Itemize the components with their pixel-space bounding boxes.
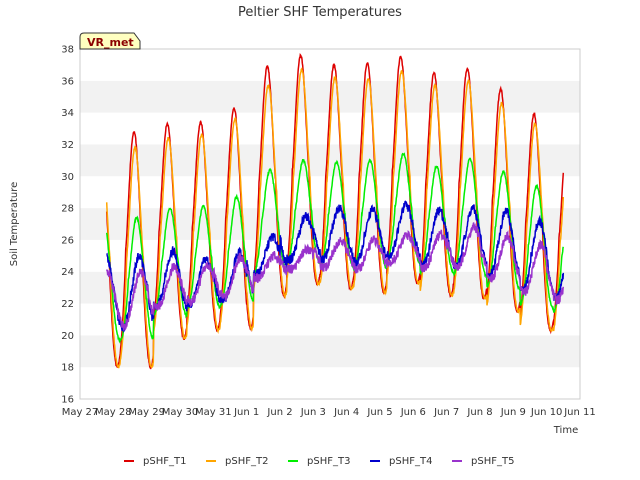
grid-band xyxy=(80,367,580,399)
legend-label: pSHF_T3 xyxy=(307,456,350,467)
y-tick-label: 36 xyxy=(61,76,74,87)
grid-band xyxy=(80,303,580,336)
legend-label: pSHF_T2 xyxy=(225,456,268,467)
legend-label: pSHF_T5 xyxy=(471,456,514,467)
y-axis-ticks: 16 18 20 22 24 26 28 30 32 34 36 38 xyxy=(61,45,74,406)
x-tick-label: Jun 3 xyxy=(300,407,326,418)
vr-met-badge: VR_met xyxy=(79,32,141,50)
y-tick-label: 38 xyxy=(61,45,74,56)
x-tick-label: Jun 11 xyxy=(563,407,596,418)
y-tick-label: 32 xyxy=(61,140,74,151)
x-tick-label: May 29 xyxy=(128,407,165,418)
series-line-pshf_t5 xyxy=(105,222,565,331)
x-tick-label: Jun 1 xyxy=(233,407,259,418)
grid-band xyxy=(80,271,580,304)
vr-met-badge-label: VR_met xyxy=(87,36,134,49)
grid-band xyxy=(80,49,580,81)
legend-label: pSHF_T1 xyxy=(143,456,186,467)
y-axis-label: Soil Temperature xyxy=(9,182,20,267)
series-line-pshf_t3 xyxy=(105,152,565,344)
x-tick-label: Jun 5 xyxy=(366,407,392,418)
y-tick-label: 30 xyxy=(61,172,74,183)
y-tick-label: 16 xyxy=(61,395,74,406)
x-tick-label: Jun 10 xyxy=(530,407,563,418)
x-tick-label: May 30 xyxy=(162,407,199,418)
y-tick-label: 34 xyxy=(61,108,74,119)
series-lines xyxy=(105,53,565,370)
y-tick-label: 28 xyxy=(61,204,74,215)
x-tick-label: Jun 7 xyxy=(433,407,459,418)
legend-label: pSHF_T4 xyxy=(389,456,432,467)
x-tick-label: May 27 xyxy=(62,407,99,418)
plot-frame xyxy=(79,48,581,400)
x-tick-label: Jun 4 xyxy=(333,407,359,418)
grid-band xyxy=(80,144,580,177)
y-tick-label: 22 xyxy=(61,299,74,310)
y-tick-label: 18 xyxy=(61,363,74,374)
y-tick-label: 26 xyxy=(61,235,74,246)
x-tick-label: Jun 9 xyxy=(500,407,526,418)
grid-band xyxy=(80,335,580,368)
y-tick-label: 20 xyxy=(61,331,74,342)
legend: pSHF_T1 pSHF_T2 pSHF_T3 pSHF_T4 pSHF_T5 xyxy=(124,456,514,467)
x-tick-label: May 28 xyxy=(95,407,132,418)
series-line-pshf_t2 xyxy=(105,67,565,369)
x-axis-label: Time xyxy=(553,425,578,436)
y-tick-label: 24 xyxy=(61,267,74,278)
x-tick-label: Jun 6 xyxy=(400,407,426,418)
x-tick-label: Jun 2 xyxy=(266,407,292,418)
chart-title: Peltier SHF Temperatures xyxy=(238,5,402,20)
x-tick-label: May 31 xyxy=(195,407,232,418)
x-tick-label: Jun 8 xyxy=(466,407,492,418)
